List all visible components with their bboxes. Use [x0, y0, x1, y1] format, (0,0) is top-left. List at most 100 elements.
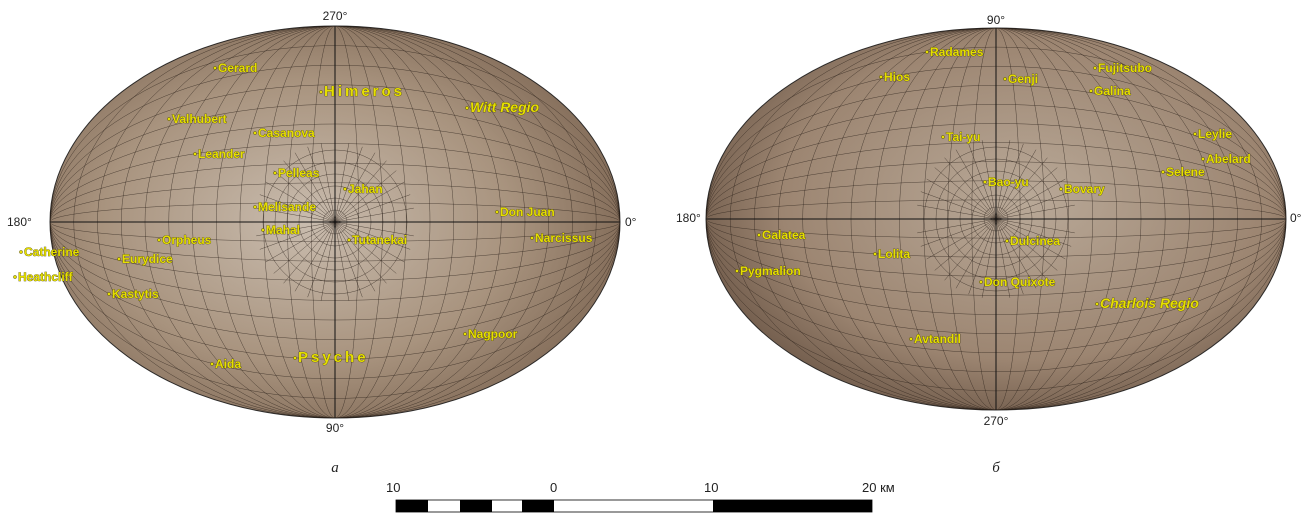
feature-dot: [495, 210, 498, 213]
feature-dot: [1089, 89, 1092, 92]
feature-dot: [735, 269, 738, 272]
feature-label: Lolita: [878, 247, 910, 261]
feature-label: Eurydice: [122, 252, 173, 266]
feature-label: Gerard: [218, 61, 257, 75]
feature-dot: [193, 152, 196, 155]
feature-label: Jahan: [348, 182, 383, 196]
feature-dot: [979, 280, 982, 283]
caption: б: [992, 460, 1000, 476]
axis-label: 90°: [326, 421, 344, 435]
feature-label: Abelard: [1206, 152, 1251, 166]
feature-dot: [261, 228, 264, 231]
feature-dot: [319, 90, 322, 93]
feature-label: Dulcinea: [1010, 234, 1060, 248]
page: 270° 90° 180° 0° Gerard Himeros Witt Reg…: [0, 0, 1310, 515]
feature-label: Valhubert: [172, 112, 227, 126]
axis-label: 270°: [323, 9, 348, 23]
feature-dot: [1093, 66, 1096, 69]
feature-label: Tai-yu: [946, 130, 980, 144]
feature-label: Pygmalion: [740, 264, 801, 278]
axis-label: 0°: [1290, 211, 1302, 225]
feature-dot: [19, 250, 22, 253]
feature-dot: [1005, 239, 1008, 242]
feature-label: Witt Regio: [470, 99, 540, 115]
feature-label: Melisande: [258, 200, 316, 214]
feature-label: Hios: [884, 70, 910, 84]
scale-segment: [713, 500, 872, 512]
feature-dot: [879, 75, 882, 78]
feature-dot: [1161, 170, 1164, 173]
feature-dot: [213, 66, 216, 69]
feature-label: Catherine: [24, 245, 80, 259]
feature-dot: [293, 356, 296, 359]
feature-label: Genji: [1008, 72, 1038, 86]
feature-dot: [157, 238, 160, 241]
feature-dot: [117, 257, 120, 260]
feature-label: Mahal: [266, 223, 300, 237]
scale-bar: 10 0 10 20 км: [386, 480, 895, 512]
feature-label: Leander: [198, 147, 245, 161]
feature-dot: [273, 171, 276, 174]
feature-dot: [463, 332, 466, 335]
feature-dot: [1003, 77, 1006, 80]
axis-label: 180°: [676, 211, 701, 225]
feature-label: Himeros: [324, 83, 405, 100]
feature-label: Charlois Regio: [1100, 295, 1199, 311]
axis-label: 180°: [7, 215, 32, 229]
feature-dot: [107, 292, 110, 295]
feature-dot: [757, 233, 760, 236]
feature-label: Leylie: [1198, 127, 1232, 141]
scale-label: 10: [704, 480, 718, 495]
feature-label: Fujitsubo: [1098, 61, 1152, 75]
feature-label: Don Juan: [500, 205, 555, 219]
feature-dot: [530, 236, 533, 239]
axis-label: 270°: [984, 414, 1009, 428]
scale-label: 10: [386, 480, 400, 495]
feature-label: Radames: [930, 45, 984, 59]
feature-dot: [253, 205, 256, 208]
feature-dot: [210, 362, 213, 365]
feature-dot: [941, 135, 944, 138]
feature-dot: [1193, 132, 1196, 135]
feature-label: Bovary: [1064, 182, 1105, 196]
feature-dot: [1201, 157, 1204, 160]
feature-label: Casanova: [258, 126, 315, 140]
feature-label: Orpheus: [162, 233, 212, 247]
feature-label: Narcissus: [535, 231, 593, 245]
feature-label: Pelleas: [278, 166, 320, 180]
feature-dot: [1059, 187, 1062, 190]
feature-label: Nagpoor: [468, 327, 518, 341]
feature-label: Tutanekai: [352, 233, 407, 247]
map-a: 270° 90° 180° 0° Gerard Himeros Witt Reg…: [7, 9, 637, 476]
axis-label: 0°: [625, 215, 637, 229]
feature-dot: [13, 275, 16, 278]
scale-label: 0: [550, 480, 557, 495]
caption: а: [331, 460, 339, 476]
feature-label: Psyche: [298, 349, 369, 366]
feature-label: Galina: [1094, 84, 1131, 98]
feature-label: Avtandil: [914, 332, 961, 346]
scale-segment: [396, 500, 428, 512]
feature-label: Kastytis: [112, 287, 159, 301]
feature-label: Galatea: [762, 228, 806, 242]
scale-segment: [460, 500, 492, 512]
feature-dot: [167, 117, 170, 120]
feature-label: Selene: [1166, 165, 1205, 179]
feature-label: Heathcliff: [18, 270, 74, 284]
scale-label: 20 км: [862, 480, 895, 495]
feature-dot: [253, 131, 256, 134]
feature-dot: [347, 238, 350, 241]
feature-label: Don Quixote: [984, 275, 1056, 289]
feature-label: Aida: [215, 357, 241, 371]
feature-dot: [873, 252, 876, 255]
feature-label: Bao-yu: [988, 175, 1029, 189]
feature-dot: [343, 187, 346, 190]
map-b: 90° 270° 180° 0° Radames Hios Genji Fuji…: [676, 13, 1302, 476]
feature-dot: [1095, 302, 1098, 305]
feature-dot: [983, 180, 986, 183]
feature-dot: [909, 337, 912, 340]
scale-segment: [522, 500, 554, 512]
feature-dot: [465, 106, 468, 109]
feature-dot: [925, 50, 928, 53]
axis-label: 90°: [987, 13, 1005, 27]
